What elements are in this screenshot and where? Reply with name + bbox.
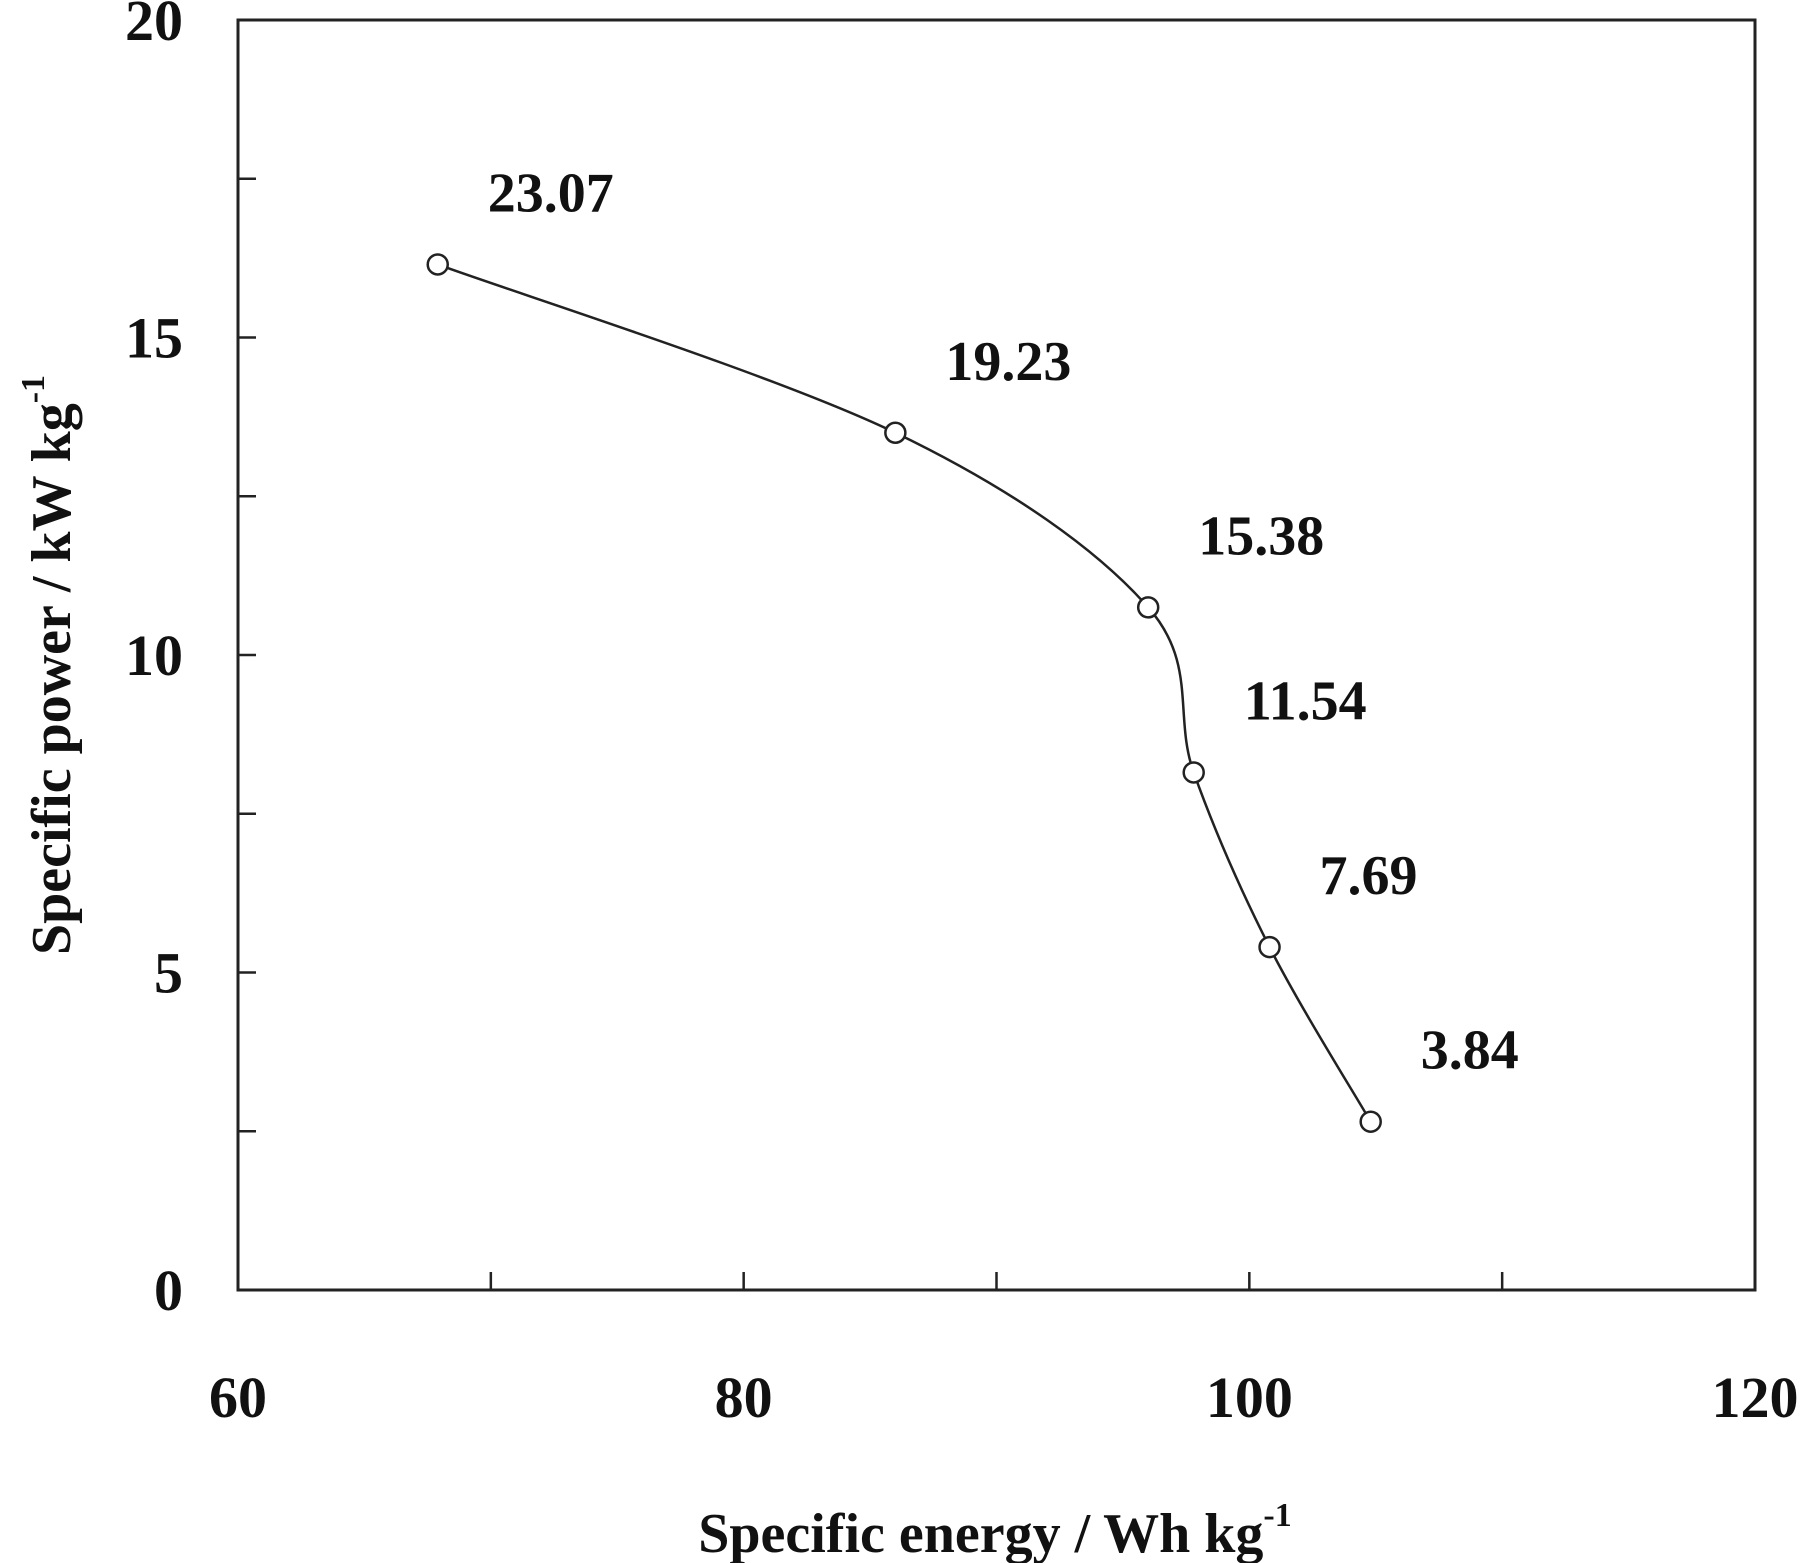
y-tick-label: 0 xyxy=(154,1258,183,1323)
data-point-label: 11.54 xyxy=(1244,670,1367,732)
data-point-marker xyxy=(1359,1110,1382,1133)
data-point-label: 7.69 xyxy=(1320,845,1418,907)
y-tick-label: 20 xyxy=(125,0,183,53)
data-point-marker xyxy=(426,253,449,276)
data-point-marker xyxy=(1258,935,1281,959)
data-point-label: 3.84 xyxy=(1421,1020,1519,1082)
y-axis-title-superscript: -1 xyxy=(15,375,52,403)
x-axis-title-main: Specific energy / Wh kg xyxy=(698,1503,1263,1563)
y-axis-title: Specific power / kW kg-1 xyxy=(15,375,83,955)
data-point-marker xyxy=(1136,596,1160,619)
data-point-label: 19.23 xyxy=(945,331,1071,393)
data-point-marker xyxy=(884,421,907,444)
x-tick-label: 60 xyxy=(209,1365,267,1430)
data-point-label: 23.07 xyxy=(488,162,614,224)
x-tick-label: 100 xyxy=(1206,1365,1293,1430)
x-tick-label: 120 xyxy=(1712,1365,1799,1430)
y-tick-label: 15 xyxy=(125,306,183,371)
y-axis-title-main: Specific power / kW kg xyxy=(21,403,83,955)
y-tick-label: 5 xyxy=(154,941,183,1006)
x-axis-title-superscript: -1 xyxy=(1263,1497,1291,1534)
plot-frame xyxy=(236,18,1757,1292)
data-point-label: 15.38 xyxy=(1198,505,1324,567)
series-line xyxy=(437,263,1372,1123)
data-point-marker xyxy=(1182,761,1205,784)
x-axis-title: Specific energy / Wh kg-1 xyxy=(698,1497,1292,1563)
x-tick-label: 80 xyxy=(715,1365,773,1430)
y-tick-label: 10 xyxy=(125,623,183,688)
